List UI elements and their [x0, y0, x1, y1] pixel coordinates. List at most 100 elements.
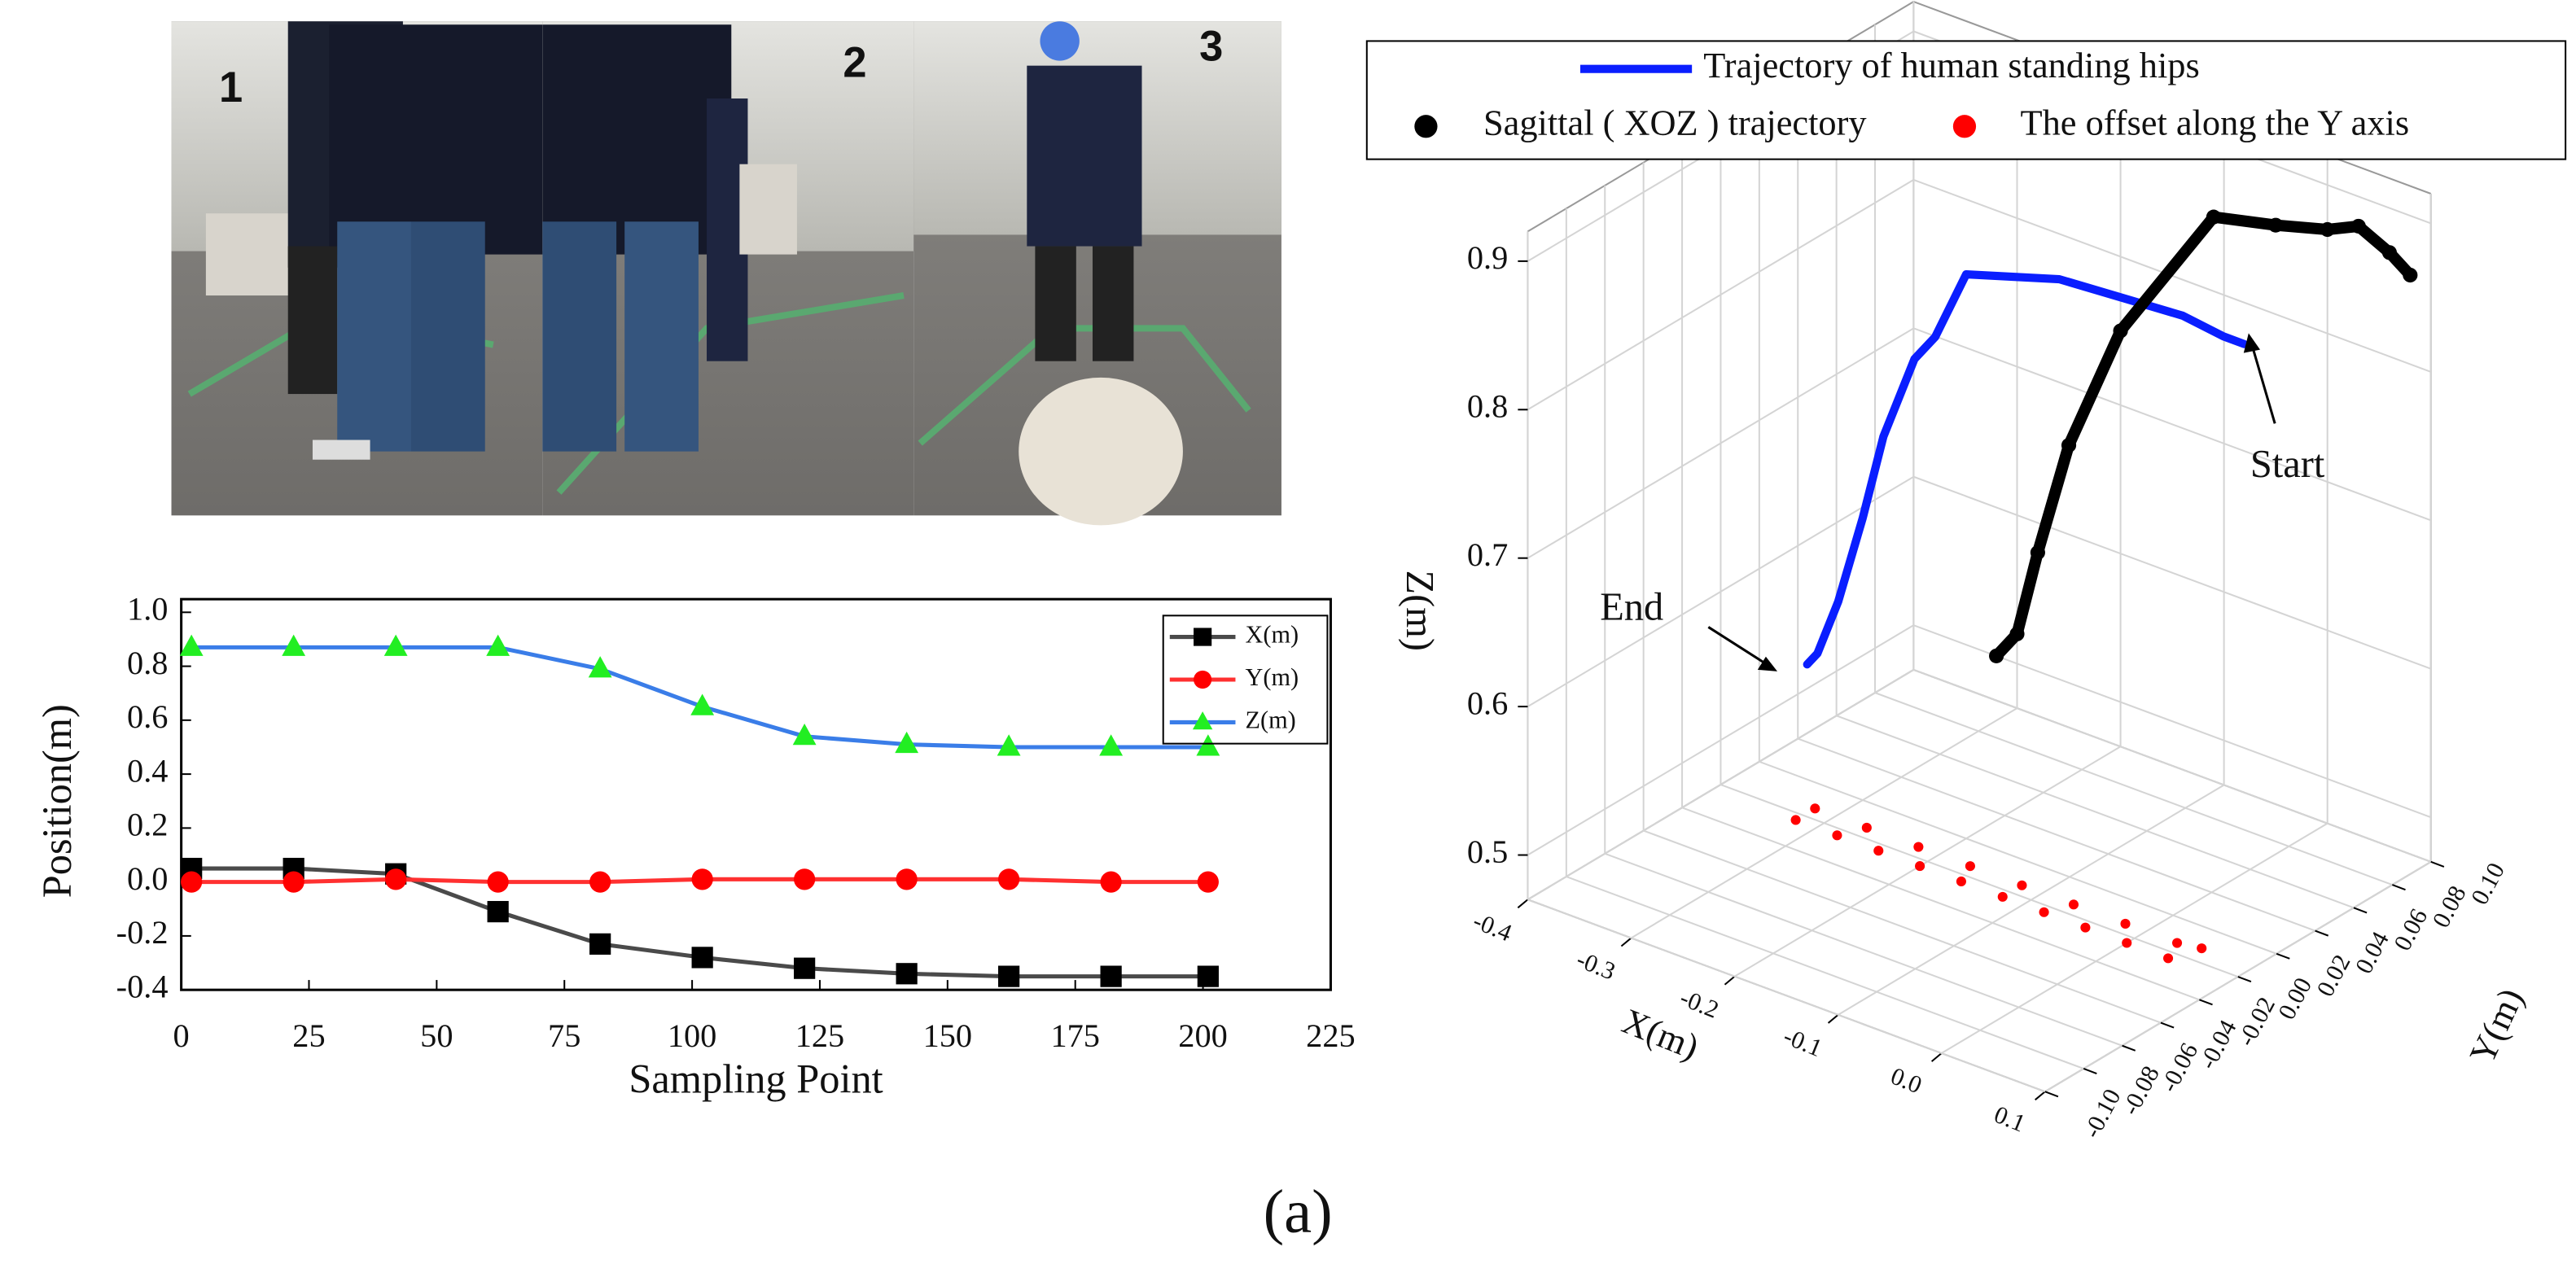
- trajectory-point: [2162, 953, 2174, 964]
- trajectory-point: [2350, 218, 2366, 234]
- caption: (a): [1264, 1177, 1333, 1246]
- y-tick-label: 0.8: [127, 645, 168, 681]
- trajectory-point: [2009, 626, 2025, 641]
- x-tick: [1724, 975, 1736, 986]
- marker: [691, 947, 713, 969]
- y-tick-label: 0.08: [2427, 881, 2472, 933]
- x-tick-label: 0: [173, 1017, 190, 1054]
- annotation: Start: [2250, 443, 2325, 486]
- y-tick: [2160, 1021, 2175, 1029]
- y-tick: [2199, 999, 2213, 1006]
- grid-line: [1566, 876, 2084, 1069]
- y-tick: [2391, 884, 2406, 891]
- legend-label: Y(m): [1246, 663, 1299, 691]
- photo-2: [542, 21, 914, 516]
- x-tick-label: 0.0: [1887, 1062, 1926, 1100]
- plot-frame: [180, 597, 1332, 991]
- y-tick: [2044, 1091, 2059, 1098]
- grid-line: [1527, 475, 1914, 707]
- y-tick: [2237, 976, 2252, 983]
- series-line: [191, 645, 1208, 750]
- marker: [896, 963, 918, 985]
- marker: [691, 868, 713, 890]
- y-tick-label: 0.6: [127, 698, 168, 735]
- marker: [486, 634, 510, 656]
- x-tick-label: 50: [420, 1017, 453, 1054]
- y-tick-label: -0.10: [2078, 1084, 2127, 1143]
- x-axis-label: Sampling Point: [629, 1056, 883, 1102]
- legend-marker: [1414, 115, 1438, 138]
- grid-line: [1913, 327, 2432, 522]
- y-tick-label: -0.06: [2155, 1039, 2204, 1097]
- y-tick: [2353, 907, 2368, 914]
- grid-line: [1759, 760, 2277, 955]
- marker: [1197, 871, 1219, 893]
- x-tick-label: 25: [292, 1017, 325, 1054]
- y-tick-label: 0.02: [2311, 950, 2356, 1001]
- grid-line: [1797, 737, 2315, 932]
- legend-label: X(m): [1246, 620, 1299, 648]
- marker: [588, 656, 612, 678]
- photo-label: 1: [219, 64, 243, 112]
- y-tick-label: 0.2: [127, 807, 168, 843]
- x-tick: [2035, 1091, 2046, 1101]
- legend-label: Trajectory of human standing hips: [1703, 45, 2199, 85]
- x-tick-label: -0.2: [1676, 983, 1723, 1023]
- marker: [792, 723, 817, 746]
- trajectory-line: [1803, 270, 2249, 669]
- grid-line: [1836, 715, 2355, 909]
- legend-box: [1162, 615, 1329, 745]
- legend-marker: [1192, 711, 1213, 730]
- trajectory-point: [2268, 217, 2284, 233]
- marker: [487, 900, 509, 923]
- x-tick-label: 200: [1178, 1017, 1228, 1054]
- x-tick-label: -0.1: [1780, 1022, 1826, 1062]
- y-tick-label: 0.0: [127, 860, 168, 897]
- photo-1: [171, 21, 543, 516]
- marker: [1100, 871, 1122, 893]
- x-tick-label: 75: [548, 1017, 580, 1054]
- marker: [997, 734, 1021, 756]
- x-tick-label: -0.4: [1470, 907, 1516, 947]
- x-tick-label: 100: [668, 1017, 717, 1054]
- grid-line: [1604, 852, 2123, 1047]
- trajectory-point: [2030, 545, 2045, 560]
- grid-line: [1527, 624, 1914, 856]
- legend-label: Z(m): [1246, 706, 1296, 733]
- y-tick: [2122, 1044, 2136, 1052]
- marker: [895, 731, 919, 754]
- x-tick-label: 125: [795, 1017, 845, 1054]
- trajectory-point: [2080, 922, 2091, 933]
- annotation: End: [1600, 585, 1663, 628]
- trajectory-point: [2320, 221, 2335, 238]
- trajectory-point: [2206, 209, 2221, 225]
- trajectory-point: [1832, 830, 1842, 841]
- grid-line: [1913, 475, 2432, 670]
- y-tick-label: -0.2: [116, 914, 169, 951]
- grid-line: [1681, 807, 2200, 1001]
- z-tick-label: 0.5: [1467, 833, 1508, 870]
- trajectory-point: [2061, 438, 2077, 453]
- trajectory-point: [2113, 323, 2128, 339]
- trajectory-point: [2171, 938, 2183, 948]
- y-tick: [2276, 952, 2290, 960]
- trajectory-point: [1861, 822, 1872, 833]
- marker: [181, 871, 203, 893]
- marker: [487, 871, 509, 893]
- trajectory-point: [1989, 648, 2004, 663]
- trajectory-point: [1873, 846, 1884, 856]
- y-tick: [2083, 1068, 2097, 1074]
- x-tick-label: 0.1: [1991, 1100, 2030, 1138]
- trajectory-point: [2122, 938, 2132, 948]
- marker: [998, 868, 1020, 890]
- trajectory-point: [1997, 891, 2008, 902]
- marker: [283, 871, 304, 893]
- legend-marker: [1952, 115, 1977, 138]
- trajectory-point: [2381, 245, 2398, 260]
- marker: [1196, 734, 1220, 756]
- marker: [179, 634, 204, 656]
- grid-line: [1643, 829, 2162, 1024]
- grid-line: [1527, 327, 1914, 559]
- marker: [896, 868, 918, 890]
- trajectory-point: [2017, 880, 2027, 890]
